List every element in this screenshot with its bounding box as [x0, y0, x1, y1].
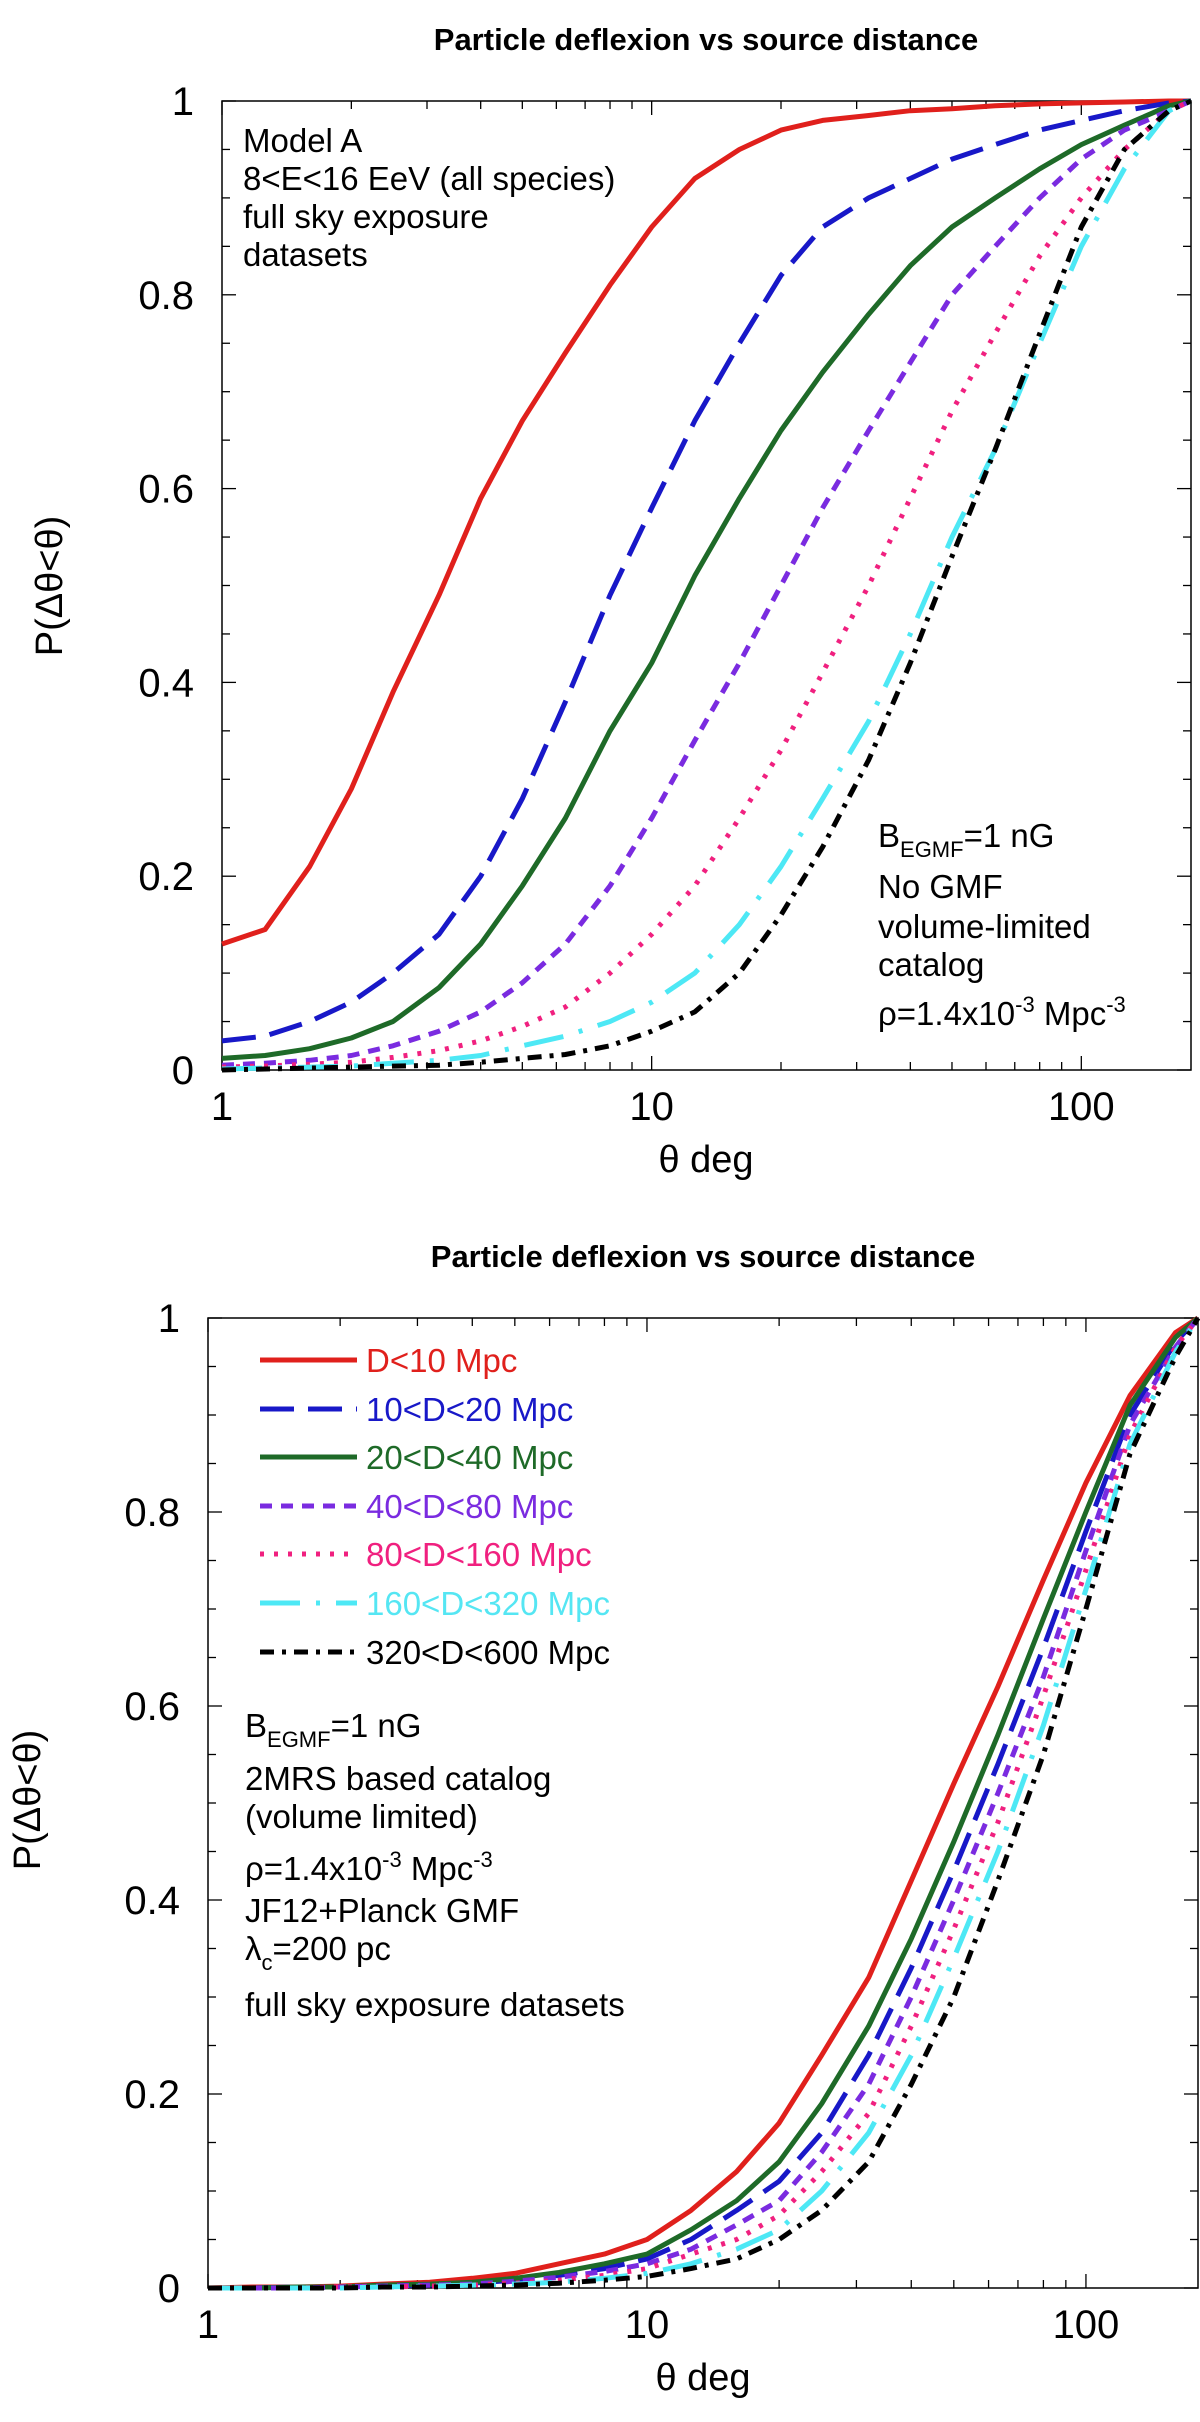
annotation-block: BEGMF=1 nG 2MRS based catalog (volume li…: [245, 1707, 625, 2023]
annotation-catalog-2: (volume limited): [245, 1798, 478, 1835]
x-tick-label: 10: [629, 1085, 674, 1129]
series-line-6: [221, 98, 1193, 1072]
legend-item: 40<D<80 Mpc: [260, 1488, 573, 1525]
x-tick-label: 100: [1048, 1085, 1115, 1129]
series-line-7: [208, 1316, 1200, 2291]
y-tick-label: 0.6: [124, 1685, 180, 1729]
y-tick-label: 0.2: [124, 2073, 180, 2117]
annotation-catalog: 2MRS based catalog: [245, 1760, 551, 1797]
plot-area: 0 0.2 0.4 0.6 0.8 1 1 10 100: [138, 80, 1193, 1129]
x-tick-label: 100: [1053, 2303, 1120, 2347]
chart-title: Particle deflexion vs source distance: [434, 22, 978, 57]
legend-label: 160<D<320 Mpc: [366, 1585, 610, 1622]
series-line-4: [208, 1316, 1200, 2291]
annotation-density: ρ=1.4x10-3 Mpc-3: [878, 992, 1126, 1032]
series-line-5: [208, 1316, 1200, 2291]
y-tick-label: 1: [158, 1297, 180, 1341]
series-line-3: [221, 98, 1192, 1061]
series-line-1: [221, 98, 1191, 947]
annotation-bottom-right: BEGMF=1 nG No GMF volume-limited catalog…: [878, 817, 1126, 1032]
annotation-density: ρ=1.4x10-3 Mpc-3: [245, 1847, 493, 1887]
legend-item: D<10 Mpc: [260, 1342, 517, 1379]
legend-label: 40<D<80 Mpc: [366, 1488, 573, 1525]
legend-label: 80<D<160 Mpc: [366, 1536, 592, 1573]
y-tick-label: 0.4: [124, 1879, 180, 1923]
chart-top: Particle deflexion vs source distance θ …: [29, 22, 1193, 1181]
series-line-7: [221, 98, 1193, 1073]
annotation-top-left: Model A 8<E<16 EeV (all species) full sk…: [243, 122, 615, 273]
y-tick-label: 0.6: [138, 468, 194, 512]
y-tick-label: 1: [172, 80, 194, 124]
legend-item: 80<D<160 Mpc: [260, 1536, 592, 1573]
x-axis-label: θ deg: [655, 2357, 750, 2399]
legend-label: 10<D<20 Mpc: [366, 1391, 573, 1428]
legend: D<10 Mpc 10<D<20 Mpc 20<D<40 Mpc 40<D<80 Mp…: [260, 1342, 610, 1671]
x-tick-label: 1: [197, 2303, 219, 2347]
legend-label: 20<D<40 Mpc: [366, 1439, 573, 1476]
x-tick-label: 10: [625, 2303, 670, 2347]
annotation-exposure: full sky exposure datasets: [245, 1986, 625, 2023]
y-axis-label: P(Δθ<θ): [7, 1730, 49, 1871]
x-axis-label: θ deg: [658, 1139, 753, 1181]
x-tick-label: 1: [211, 1085, 233, 1129]
plot-area: 0 0.2 0.4 0.6 0.8 1 1 10 100: [124, 1297, 1200, 2347]
legend-item: 320<D<600 Mpc: [260, 1634, 610, 1671]
series-line-2: [221, 98, 1192, 1044]
y-tick-label: 0.2: [138, 855, 194, 899]
legend-item: 10<D<20 Mpc: [260, 1391, 573, 1428]
y-tick-label: 0.8: [138, 274, 194, 318]
legend-item: 20<D<40 Mpc: [260, 1439, 573, 1476]
annotation-exposure-2: datasets: [243, 236, 368, 273]
annotation-bfield: BEGMF=1 nG: [878, 817, 1054, 862]
legend-label: D<10 Mpc: [366, 1342, 517, 1379]
annotation-bfield: BEGMF=1 nG: [245, 1707, 421, 1752]
legend-item: 160<D<320 Mpc: [260, 1585, 610, 1622]
legend-label: 320<D<600 Mpc: [366, 1634, 610, 1671]
y-tick-label: 0.8: [124, 1491, 180, 1535]
annotation-model: Model A: [243, 122, 362, 159]
y-tick-label: 0: [172, 1049, 194, 1093]
annotation-coherence: λc=200 pc: [245, 1930, 391, 1975]
series-line-6: [208, 1316, 1200, 2291]
series-line-5: [221, 98, 1193, 1070]
y-axis-label: P(Δθ<θ): [29, 516, 71, 657]
annotation-catalog: volume-limited: [878, 908, 1091, 945]
y-tick-label: 0.4: [138, 661, 194, 705]
chart-title: Particle deflexion vs source distance: [431, 1239, 975, 1274]
chart-bottom: Particle deflexion vs source distance θ …: [7, 1239, 1200, 2399]
annotation-gmf: No GMF: [878, 868, 1003, 905]
annotation-gmf: JF12+Planck GMF: [245, 1892, 519, 1929]
annotation-catalog-2: catalog: [878, 946, 984, 983]
series-line-4: [221, 98, 1193, 1068]
y-tick-label: 0: [158, 2267, 180, 2311]
annotation-exposure: full sky exposure: [243, 198, 489, 235]
annotation-energy: 8<E<16 EeV (all species): [243, 160, 615, 197]
